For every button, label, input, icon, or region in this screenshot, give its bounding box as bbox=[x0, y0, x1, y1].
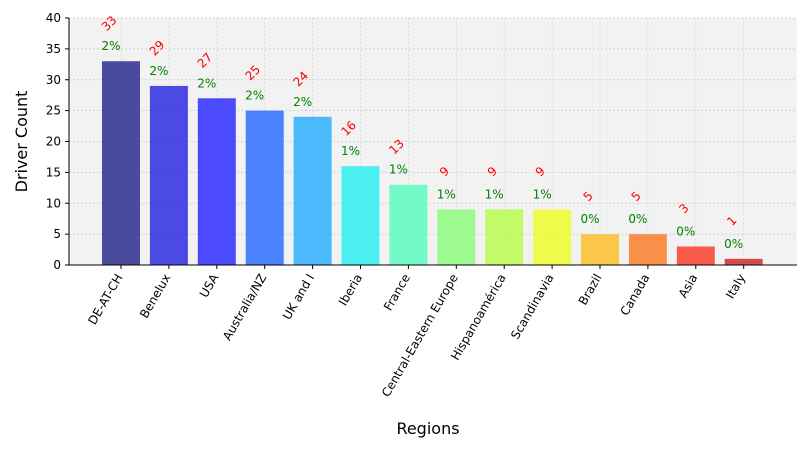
bar-benelux bbox=[149, 85, 188, 265]
x-tick-label: France bbox=[381, 272, 413, 314]
y-tick-label: 20 bbox=[46, 135, 61, 149]
x-tick-label: Asia bbox=[676, 272, 701, 301]
y-tick-label: 5 bbox=[53, 227, 61, 241]
x-tick-label: Australia/NZ bbox=[220, 272, 269, 343]
y-tick-label: 35 bbox=[46, 42, 61, 56]
bar-central-eastern-europe bbox=[437, 209, 476, 265]
bar-asia bbox=[676, 246, 715, 265]
y-tick-label: 40 bbox=[46, 11, 61, 25]
bar-labels: 2%332%292%272%252%241%161%131%91%91%90%5… bbox=[99, 13, 743, 251]
x-axis-title: Regions bbox=[396, 419, 459, 438]
percent-label: 0% bbox=[628, 212, 647, 226]
y-tick-label: 0 bbox=[53, 258, 61, 272]
x-tick-label: Hispanoamérica bbox=[448, 272, 509, 363]
y-tick-label: 15 bbox=[46, 165, 61, 179]
percent-label: 1% bbox=[437, 187, 456, 201]
bar-france bbox=[389, 184, 428, 265]
bar-iberia bbox=[341, 166, 380, 265]
bar-scandinavia bbox=[533, 209, 572, 265]
percent-label: 2% bbox=[149, 64, 168, 78]
percent-label: 2% bbox=[101, 39, 120, 53]
x-tick-label: USA bbox=[197, 271, 222, 300]
bars bbox=[102, 61, 763, 266]
bar-hispanoam-rica bbox=[485, 209, 524, 265]
bar-usa bbox=[197, 98, 236, 266]
x-tick-label: Iberia bbox=[336, 272, 365, 309]
percent-label: 1% bbox=[389, 163, 408, 177]
bar-de-at-ch bbox=[102, 61, 140, 265]
bar-australia-nz bbox=[245, 110, 284, 265]
bar-canada bbox=[628, 234, 667, 265]
bar-italy bbox=[724, 258, 763, 265]
y-tick-label: 10 bbox=[46, 196, 61, 210]
bar-uk-and-i bbox=[293, 116, 332, 265]
percent-label: 2% bbox=[197, 76, 216, 90]
x-tick-label: DE-AT-CH bbox=[85, 272, 125, 328]
x-tick-label: Italy bbox=[723, 272, 748, 302]
y-tick-label: 30 bbox=[46, 73, 61, 87]
percent-label: 2% bbox=[245, 89, 264, 103]
percent-label: 0% bbox=[580, 212, 599, 226]
percent-label: 1% bbox=[485, 187, 504, 201]
x-tick-label: Benelux bbox=[137, 272, 173, 321]
x-tick-label: Brazil bbox=[576, 272, 605, 308]
percent-label: 1% bbox=[533, 187, 552, 201]
percent-label: 1% bbox=[341, 144, 360, 158]
y-tick-label: 25 bbox=[46, 104, 61, 118]
x-tick-label: Scandinavia bbox=[508, 272, 557, 342]
x-tick-label: UK and I bbox=[280, 272, 317, 323]
percent-label: 0% bbox=[724, 237, 743, 251]
bar-brazil bbox=[581, 234, 619, 265]
x-tick-label: Canada bbox=[618, 272, 653, 319]
percent-label: 0% bbox=[676, 224, 695, 238]
y-axis-title: Driver Count bbox=[12, 91, 31, 193]
percent-label: 2% bbox=[293, 95, 312, 109]
